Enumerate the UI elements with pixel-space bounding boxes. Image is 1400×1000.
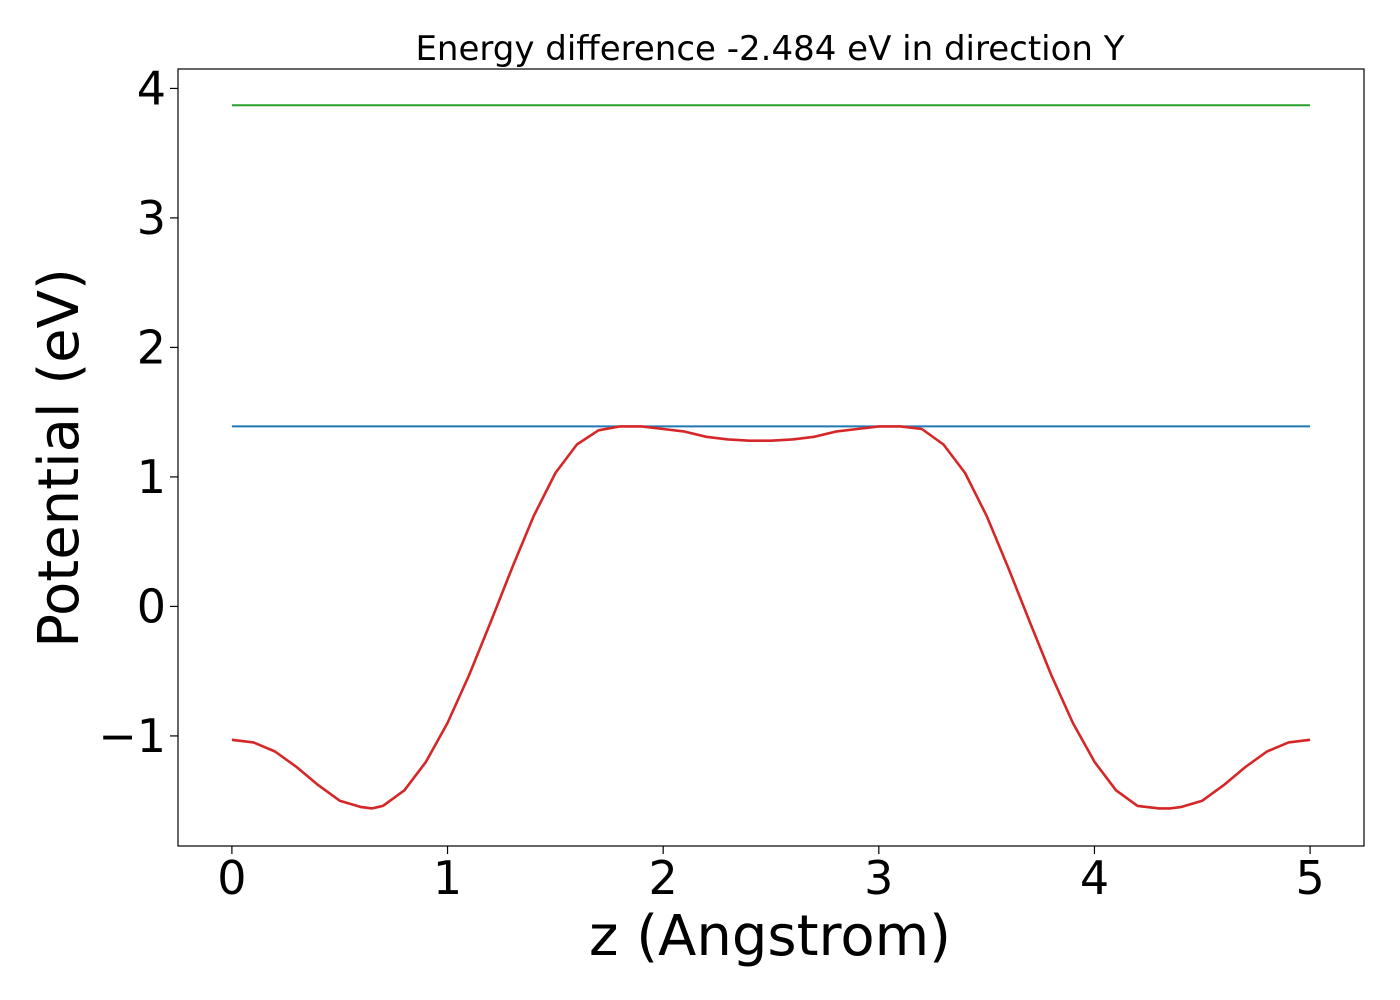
chart-title: Energy difference -2.484 eV in direction… <box>415 29 1124 69</box>
plot-frame <box>177 68 1365 847</box>
x-tick-label: 2 <box>649 851 678 905</box>
y-tick-label: 0 <box>137 579 166 633</box>
series-line-2 <box>231 425 1311 810</box>
x-tick-label: 5 <box>1295 851 1324 905</box>
y-tick-label: 3 <box>137 191 166 245</box>
y-tick-label: 4 <box>137 61 166 115</box>
axis-ticks: 0 1 2 3 4 5 −1 0 1 2 3 4 <box>98 61 1325 905</box>
x-tick-label: 3 <box>864 851 893 905</box>
x-tick-label: 0 <box>217 851 246 905</box>
plot-area <box>231 104 1311 810</box>
x-tick-label: 4 <box>1080 851 1109 905</box>
x-axis-label: z (Angstrom) <box>589 904 951 969</box>
y-axis-label: Potential (eV) <box>27 268 92 648</box>
y-tick-label: 2 <box>137 320 166 374</box>
y-tick-label: 1 <box>137 450 166 504</box>
y-tick-label: −1 <box>98 709 166 763</box>
x-tick-label: 1 <box>433 851 462 905</box>
